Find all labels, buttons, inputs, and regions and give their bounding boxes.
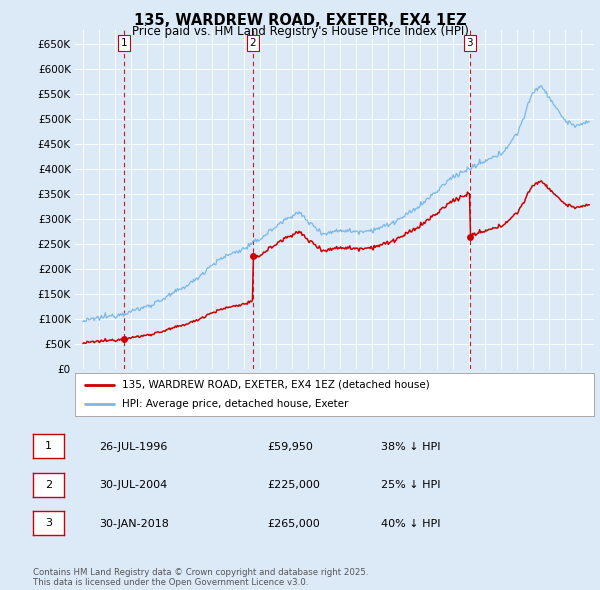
Text: 3: 3 [45,518,52,528]
Text: 2: 2 [45,480,52,490]
Text: HPI: Average price, detached house, Exeter: HPI: Average price, detached house, Exet… [122,399,348,409]
Text: 1: 1 [121,38,128,48]
Text: £59,950: £59,950 [267,442,313,452]
Text: 2: 2 [250,38,256,48]
Text: 135, WARDREW ROAD, EXETER, EX4 1EZ: 135, WARDREW ROAD, EXETER, EX4 1EZ [134,13,466,28]
Text: £225,000: £225,000 [267,480,320,490]
Text: 30-JUL-2004: 30-JUL-2004 [99,480,167,490]
Text: Contains HM Land Registry data © Crown copyright and database right 2025.
This d: Contains HM Land Registry data © Crown c… [33,568,368,587]
Text: 30-JAN-2018: 30-JAN-2018 [99,519,169,529]
Text: 25% ↓ HPI: 25% ↓ HPI [381,480,440,490]
Text: 135, WARDREW ROAD, EXETER, EX4 1EZ (detached house): 135, WARDREW ROAD, EXETER, EX4 1EZ (deta… [122,380,430,390]
Text: 3: 3 [467,38,473,48]
Text: 40% ↓ HPI: 40% ↓ HPI [381,519,440,529]
Text: Price paid vs. HM Land Registry's House Price Index (HPI): Price paid vs. HM Land Registry's House … [131,25,469,38]
Text: £265,000: £265,000 [267,519,320,529]
Text: 38% ↓ HPI: 38% ↓ HPI [381,442,440,452]
Text: 1: 1 [45,441,52,451]
Text: 26-JUL-1996: 26-JUL-1996 [99,442,167,452]
